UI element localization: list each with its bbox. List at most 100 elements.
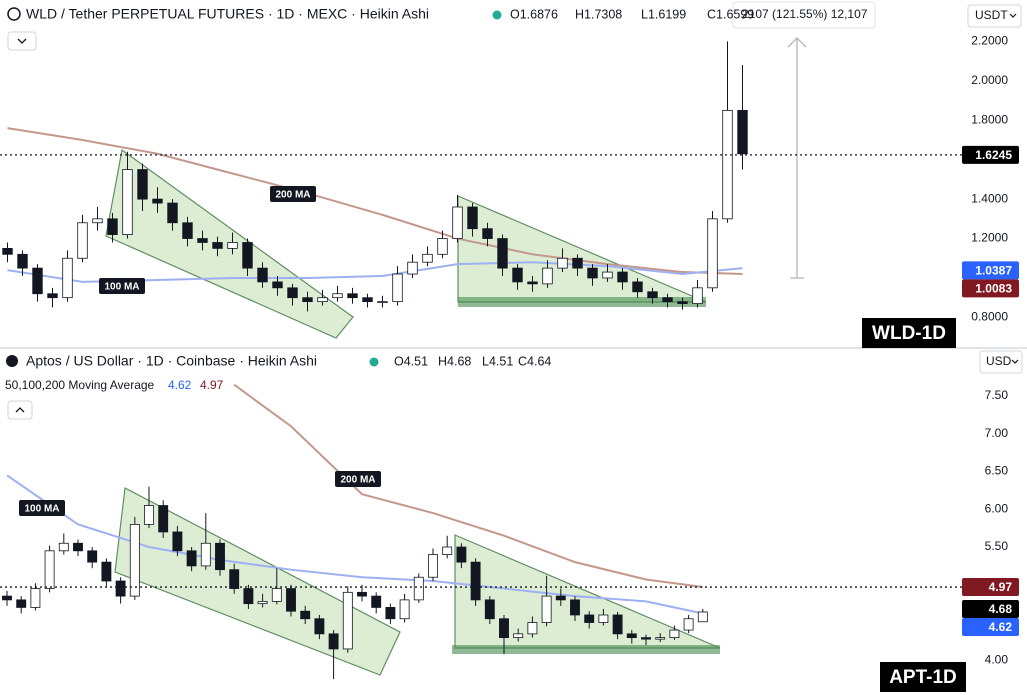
currency-label: USD [986, 354, 1012, 368]
candle-body [692, 287, 703, 305]
candle-body [707, 218, 718, 289]
candle-body [197, 238, 208, 243]
candle [182, 216, 193, 247]
candle [470, 558, 481, 606]
candle [707, 210, 718, 292]
candle-body [452, 206, 463, 239]
candle [662, 293, 673, 308]
ma-label: 100 MA [104, 282, 139, 293]
candle-body [300, 610, 311, 620]
candle [413, 573, 424, 603]
candle-body [399, 599, 410, 620]
candle [302, 291, 313, 312]
ma-label: 200 MA [340, 475, 375, 486]
candle-body [527, 622, 538, 635]
candle [598, 608, 609, 626]
symbol-title: WLD / Tether PERPETUAL FUTURES · 1D · ME… [26, 6, 429, 22]
price-label-box [962, 578, 1019, 597]
candle [58, 533, 69, 555]
candle-body [612, 614, 623, 635]
chevron [1009, 13, 1017, 18]
candle [655, 633, 666, 643]
candle-body [499, 618, 509, 639]
candle [152, 187, 163, 213]
candle-body [407, 261, 418, 275]
candle-body [555, 595, 566, 601]
candle-body [570, 599, 580, 616]
candle-body [47, 293, 58, 299]
candle-body [683, 618, 694, 631]
candle-body [442, 546, 453, 555]
candle [555, 588, 566, 606]
candle-body [662, 297, 673, 303]
candle-body [137, 169, 148, 200]
candle-body [257, 267, 268, 283]
ma-label: 200 MA [275, 190, 310, 201]
candle [137, 163, 148, 211]
candle-body [385, 607, 396, 620]
candle [602, 264, 613, 282]
candle [456, 543, 467, 569]
candle-body [632, 281, 643, 293]
candle-body [107, 218, 118, 235]
candle [482, 222, 493, 247]
price-label: 4.97 [989, 580, 1013, 594]
falling-wedge [114, 487, 401, 676]
candle-body [470, 561, 481, 601]
candle [172, 525, 183, 557]
candle [542, 260, 553, 288]
candle [314, 614, 325, 640]
candle-body [242, 242, 253, 269]
candle-body [422, 253, 433, 263]
currency-select[interactable] [979, 350, 1023, 374]
y-tick-label: 6.50 [985, 464, 1009, 478]
candle [647, 287, 658, 304]
candle-body [92, 218, 103, 224]
chevron [1011, 359, 1019, 364]
candle-body [186, 550, 197, 567]
candle [2, 242, 13, 263]
price-label: 1.0387 [975, 264, 1012, 278]
y-tick-label: 5.50 [985, 539, 1009, 553]
candle [399, 593, 410, 623]
candle-body [647, 291, 658, 299]
candle-body [271, 588, 282, 602]
y-tick-label: 2.0000 [971, 73, 1008, 87]
currency-select[interactable] [967, 4, 1022, 28]
candle [17, 250, 28, 276]
candle [422, 246, 433, 267]
symbol-badge-box [880, 662, 966, 692]
candle-body [44, 550, 55, 589]
candle [229, 563, 240, 594]
candle-body [428, 554, 438, 578]
candle-body [229, 569, 240, 589]
candle-body [456, 546, 467, 563]
candle [227, 232, 238, 255]
candle-body [722, 110, 733, 220]
y-tick-label: 6.00 [985, 501, 1009, 515]
ohlc-value: L4.51 [482, 354, 513, 368]
candle-body [527, 281, 538, 285]
candle-body [437, 238, 448, 255]
y-tick-label: 1.8000 [971, 112, 1008, 126]
candle [47, 287, 58, 308]
candle [347, 287, 358, 304]
candle [513, 628, 524, 642]
candle [186, 547, 197, 572]
candle-body [302, 297, 313, 303]
candle-body [677, 301, 688, 304]
candle-body [497, 238, 508, 269]
moving-average-line [233, 383, 703, 589]
y-tick-label: 2.2000 [971, 34, 1008, 48]
ohlc-value: H1.7308 [575, 7, 622, 21]
candle [677, 297, 688, 310]
expand-button[interactable] [7, 400, 33, 420]
candle-body [286, 588, 296, 612]
candle [32, 264, 43, 302]
ohlc-value: H4.68 [438, 354, 471, 368]
candle [215, 539, 225, 576]
candle [626, 630, 637, 644]
candle-body [30, 588, 41, 608]
collapse-button[interactable] [7, 31, 37, 51]
candle-body [572, 257, 583, 269]
